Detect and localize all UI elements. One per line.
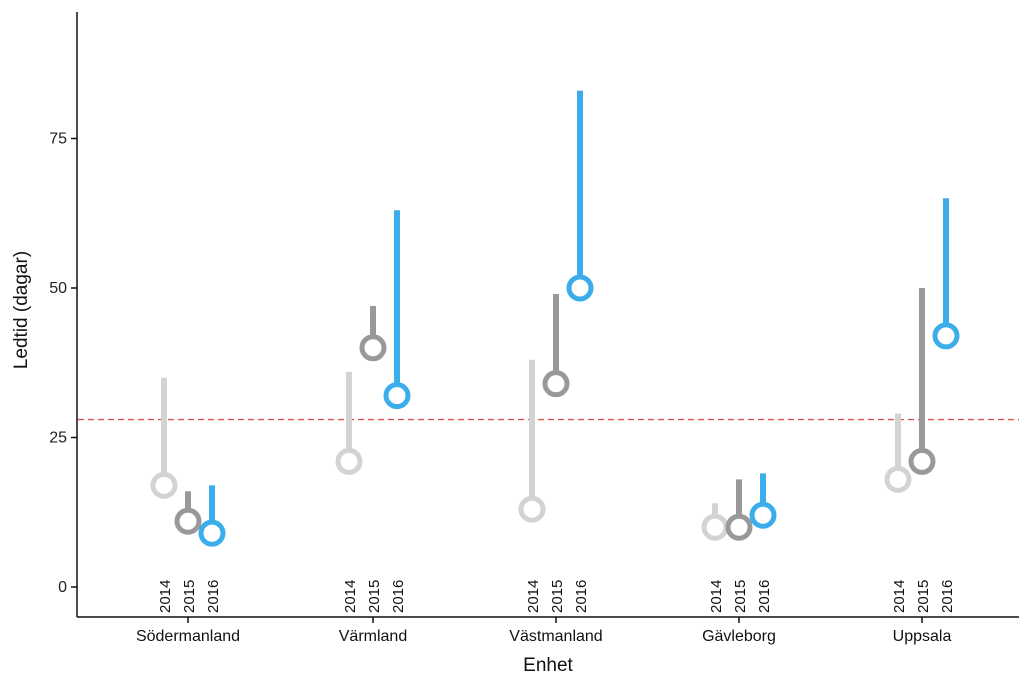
year-label-2016: 2016 <box>573 580 590 613</box>
x-tick-label: Värmland <box>339 628 407 645</box>
year-label-2015: 2015 <box>366 580 383 613</box>
median-point-2015 <box>542 370 570 398</box>
plot-area: 2014 2015 2016 2014 2015 2016 2014 2015 2016 2014… <box>78 90 1019 613</box>
year-label-2014: 2014 <box>157 580 174 613</box>
y-axis-title: Ledtid (dagar) <box>11 251 32 369</box>
median-point-2015 <box>908 447 936 475</box>
median-point-2016 <box>749 501 777 529</box>
x-tick-label: Gävleborg <box>702 628 776 645</box>
median-point-2014 <box>335 447 363 475</box>
median-point-2015 <box>174 507 202 535</box>
y-tick-label: 25 <box>49 430 67 447</box>
year-label-2014: 2014 <box>891 580 908 613</box>
year-label-2016: 2016 <box>205 580 222 613</box>
x-tick-label: Södermanland <box>136 628 240 645</box>
y-tick-label: 50 <box>49 280 67 297</box>
year-label-2015: 2015 <box>549 580 566 613</box>
median-point-2014 <box>150 471 178 499</box>
year-label-2015: 2015 <box>732 580 749 613</box>
y-tick-label: 0 <box>58 579 67 596</box>
year-label-2016: 2016 <box>390 580 407 613</box>
year-label-2015: 2015 <box>915 580 932 613</box>
median-point-2014 <box>701 513 729 541</box>
year-label-2016: 2016 <box>939 580 956 613</box>
year-label-2014: 2014 <box>342 580 359 613</box>
y-ticks: 0 25 50 75 <box>49 131 77 596</box>
x-tick-label: Uppsala <box>893 628 952 645</box>
median-point-2016 <box>383 382 411 410</box>
x-ticks: Södermanland Värmland Västmanland Gävleborg… <box>136 617 951 645</box>
median-point-2014 <box>518 495 546 523</box>
year-label-2015: 2015 <box>181 580 198 613</box>
median-point-2016 <box>198 519 226 547</box>
x-tick-label: Västmanland <box>509 628 602 645</box>
median-point-2016 <box>932 322 960 350</box>
median-point-2016 <box>566 274 594 302</box>
y-tick-label: 75 <box>49 131 67 148</box>
year-label-2014: 2014 <box>708 580 725 613</box>
median-point-2015 <box>725 513 753 541</box>
year-label-2014: 2014 <box>525 580 542 613</box>
median-point-2015 <box>359 334 387 362</box>
x-axis-title: Enhet <box>523 655 573 676</box>
median-point-2014 <box>884 465 912 493</box>
year-label-2016: 2016 <box>756 580 773 613</box>
